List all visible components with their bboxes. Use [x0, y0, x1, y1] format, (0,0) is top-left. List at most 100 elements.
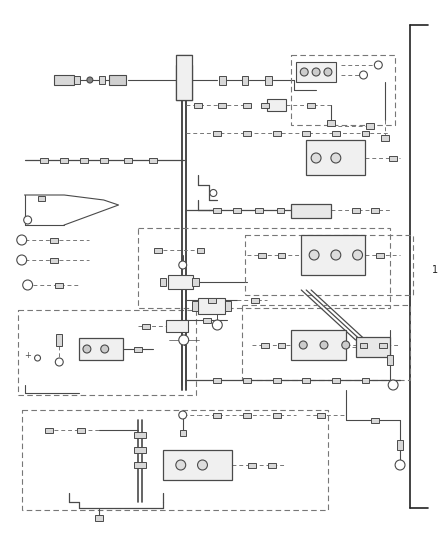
- Bar: [258, 253, 266, 257]
- Text: +: +: [24, 351, 31, 360]
- Bar: [397, 440, 403, 450]
- Bar: [371, 417, 379, 423]
- Circle shape: [176, 460, 186, 470]
- Bar: [272, 377, 280, 383]
- Bar: [307, 102, 315, 108]
- Bar: [272, 131, 280, 135]
- Circle shape: [87, 77, 93, 83]
- Circle shape: [179, 261, 187, 269]
- Bar: [387, 355, 393, 365]
- Circle shape: [83, 345, 91, 353]
- Bar: [367, 123, 374, 129]
- Bar: [194, 102, 201, 108]
- Bar: [57, 334, 62, 346]
- Bar: [124, 157, 132, 163]
- Circle shape: [312, 68, 320, 76]
- Bar: [297, 62, 336, 82]
- Bar: [302, 377, 310, 383]
- Bar: [22, 410, 328, 510]
- Bar: [154, 247, 162, 253]
- Bar: [38, 196, 46, 200]
- Bar: [142, 324, 150, 328]
- Bar: [332, 131, 340, 135]
- Circle shape: [198, 460, 208, 470]
- Text: 1: 1: [432, 265, 438, 275]
- Bar: [213, 207, 221, 213]
- Circle shape: [320, 341, 328, 349]
- Bar: [163, 450, 232, 480]
- Bar: [192, 278, 199, 286]
- Bar: [243, 377, 251, 383]
- Bar: [134, 462, 146, 468]
- Bar: [50, 238, 58, 243]
- Circle shape: [17, 255, 27, 265]
- Bar: [291, 55, 395, 125]
- Bar: [46, 427, 53, 432]
- Circle shape: [395, 460, 405, 470]
- Bar: [306, 140, 365, 175]
- Bar: [74, 76, 80, 84]
- Bar: [301, 235, 365, 275]
- Bar: [100, 157, 108, 163]
- Bar: [251, 297, 259, 303]
- Circle shape: [23, 280, 32, 290]
- Bar: [218, 102, 226, 108]
- Bar: [225, 301, 231, 311]
- Bar: [149, 157, 157, 163]
- Bar: [278, 253, 286, 257]
- Bar: [79, 338, 124, 360]
- Bar: [159, 278, 166, 286]
- Bar: [268, 463, 276, 467]
- Bar: [134, 346, 142, 351]
- Bar: [243, 131, 251, 135]
- Bar: [213, 131, 221, 135]
- Circle shape: [55, 358, 63, 366]
- Bar: [109, 75, 127, 85]
- Circle shape: [300, 68, 308, 76]
- Bar: [219, 76, 226, 85]
- Bar: [261, 102, 268, 108]
- Bar: [197, 247, 205, 253]
- Circle shape: [24, 216, 32, 224]
- Bar: [302, 131, 310, 135]
- Bar: [99, 76, 105, 84]
- Bar: [317, 413, 325, 417]
- Bar: [50, 257, 58, 262]
- Bar: [166, 320, 187, 332]
- Bar: [40, 157, 49, 163]
- Circle shape: [342, 341, 350, 349]
- Circle shape: [388, 380, 398, 390]
- Circle shape: [311, 153, 321, 163]
- Bar: [376, 253, 384, 257]
- Bar: [213, 413, 221, 417]
- Bar: [204, 318, 212, 322]
- Bar: [381, 135, 389, 141]
- Bar: [242, 305, 410, 380]
- Bar: [361, 377, 369, 383]
- Circle shape: [360, 71, 367, 79]
- Circle shape: [324, 68, 332, 76]
- Bar: [54, 75, 74, 85]
- Circle shape: [179, 335, 189, 345]
- Bar: [291, 204, 331, 218]
- Bar: [233, 207, 241, 213]
- Bar: [276, 207, 285, 213]
- Bar: [389, 156, 397, 160]
- Bar: [267, 99, 286, 111]
- Circle shape: [331, 153, 341, 163]
- Bar: [356, 337, 390, 357]
- Bar: [360, 343, 367, 348]
- Bar: [95, 515, 103, 521]
- Bar: [265, 76, 272, 85]
- Bar: [134, 447, 146, 453]
- Bar: [291, 330, 346, 360]
- Bar: [278, 343, 286, 348]
- Bar: [272, 413, 280, 417]
- Bar: [77, 427, 85, 432]
- Bar: [55, 282, 63, 287]
- Bar: [332, 377, 340, 383]
- Bar: [261, 343, 268, 348]
- Bar: [361, 131, 369, 135]
- Bar: [168, 275, 193, 289]
- Circle shape: [179, 411, 187, 419]
